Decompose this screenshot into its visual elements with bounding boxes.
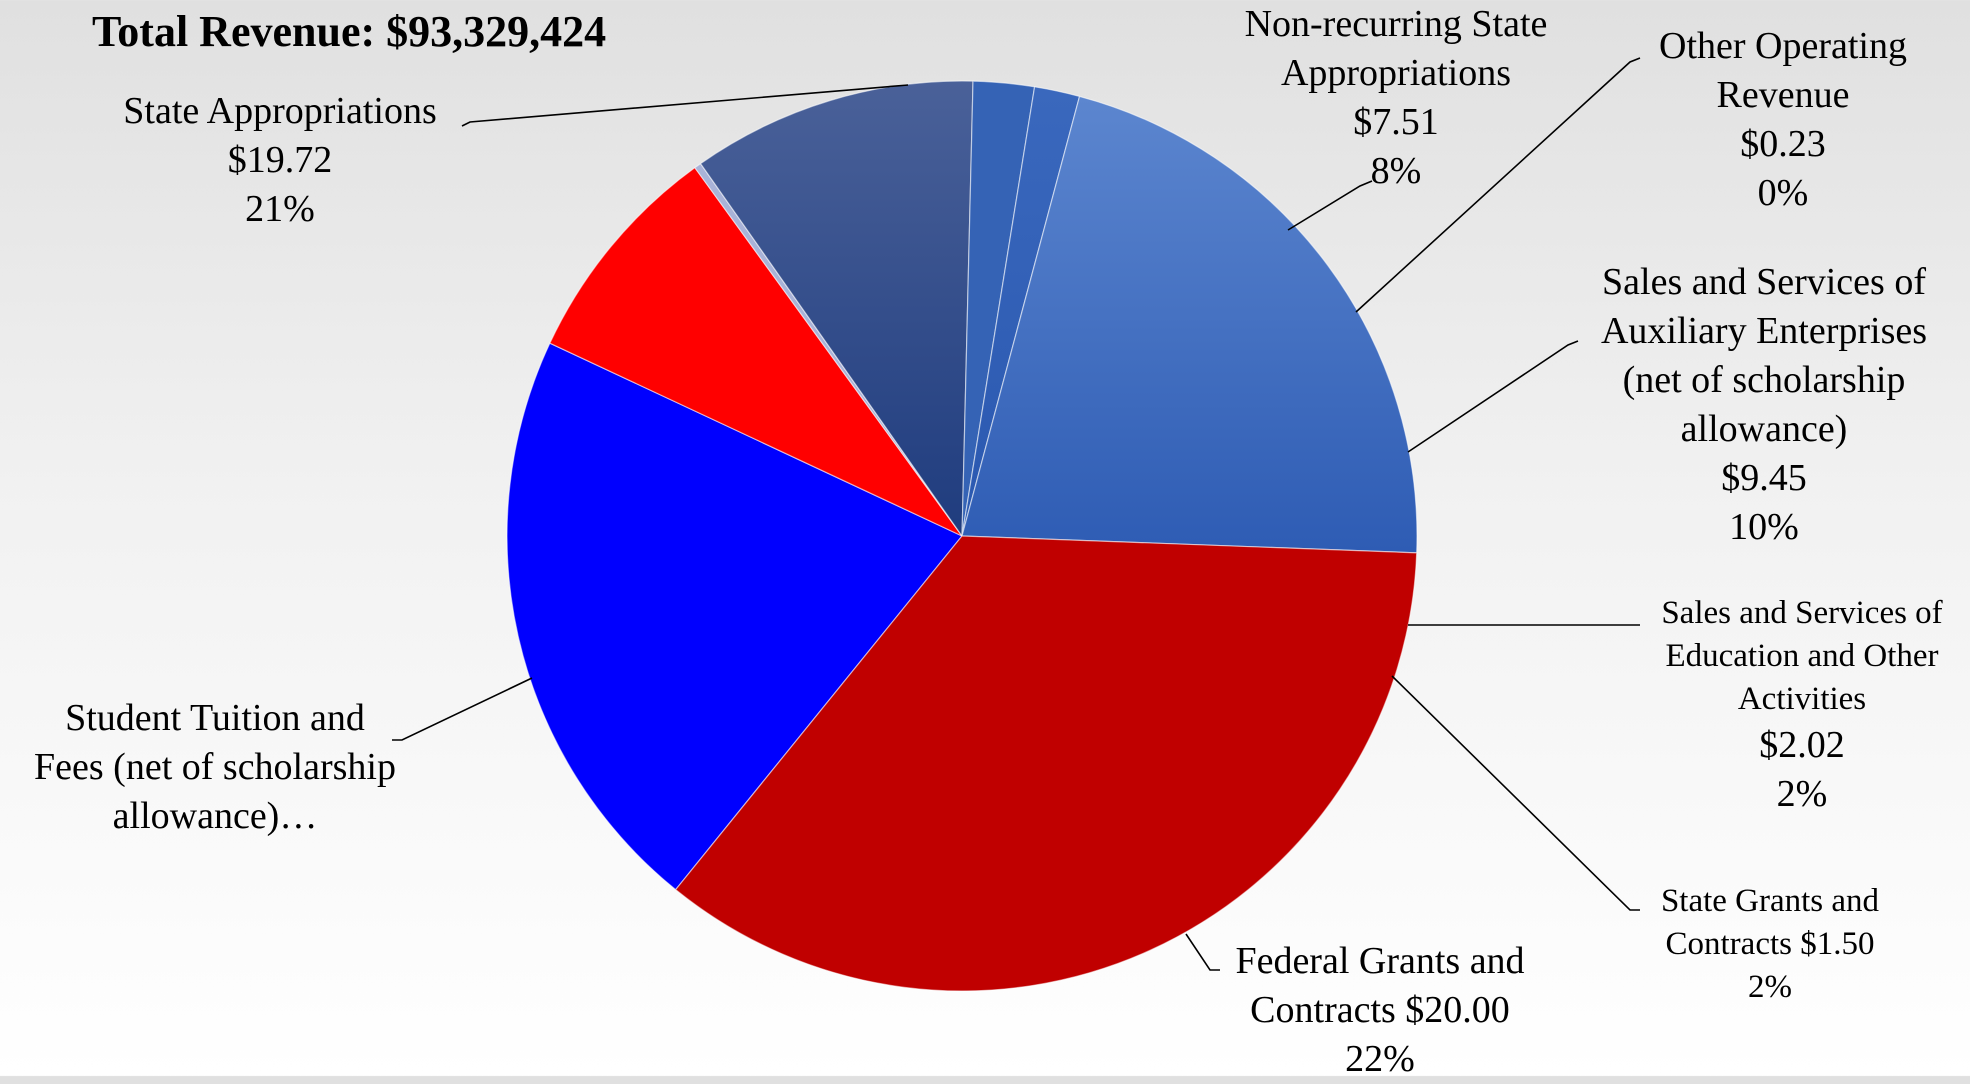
leader-line-state-appropriations	[461, 84, 909, 127]
leader-line-other-operating-revenue	[1355, 57, 1641, 313]
chart-title: Total Revenue: $93,329,424	[92, 7, 607, 56]
pie-slice-student-tuition-fees	[674, 535, 1418, 992]
leader-line-sales-services-auxiliary	[1407, 340, 1579, 453]
label-sales-services-auxiliary: Sales and Services of Auxiliary Enterpri…	[1600, 261, 1928, 548]
pie-slice-sales-services-auxiliary	[699, 80, 974, 538]
label-student-tuition-fees: Student Tuition and Fees (net of scholar…	[34, 697, 396, 837]
pie-slice-state-appropriations	[506, 342, 963, 891]
pie-slice-federal-grants-contracts	[961, 95, 1418, 554]
leader-line-student-tuition-fees	[392, 677, 533, 741]
leader-line-state-grants-contracts	[1391, 675, 1640, 911]
label-other-operating-revenue: Other Operating Revenue $0.23 0%	[1659, 25, 1907, 214]
label-state-grants-contracts: State Grants and Contracts $1.50 2%	[1660, 883, 1880, 1005]
pie-slice-nonrecurring-state-appropriations	[549, 166, 964, 538]
label-state-appropriations: State Appropriations $19.72 21%	[123, 90, 437, 230]
leader-line-nonrecurring-state-appropriations	[1287, 180, 1373, 231]
label-federal-grants-contracts: Federal Grants and Contracts $20.00 22%	[1235, 940, 1525, 1080]
label-sales-services-education: Sales and Services of Education and Othe…	[1661, 595, 1943, 815]
label-nonrecurring-state-appropriations: Non-recurring State Appropriations $7.51…	[1244, 3, 1548, 192]
leader-line-federal-grants-contracts	[1185, 933, 1220, 971]
